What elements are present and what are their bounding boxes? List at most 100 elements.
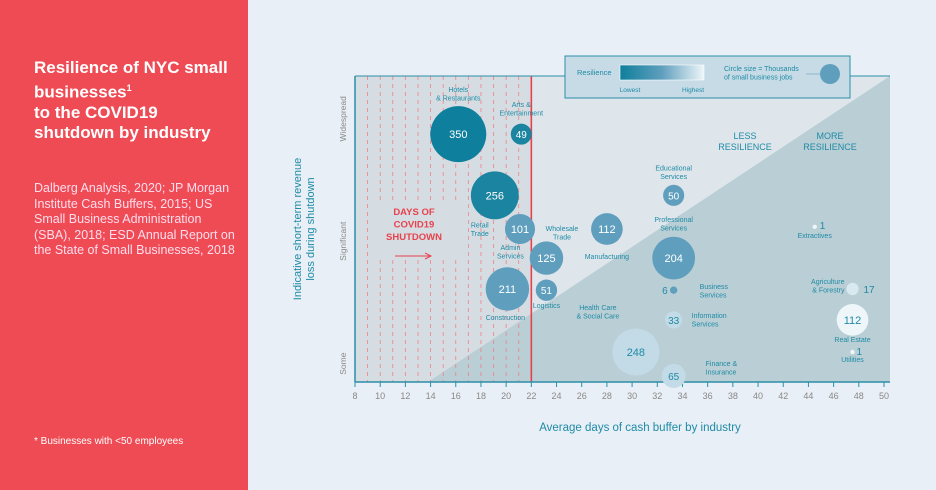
bubble-admin-services — [529, 241, 564, 275]
x-tick-label: 8 — [352, 391, 357, 401]
bubble-label: Business — [700, 284, 729, 291]
bubble-value: 51 — [541, 286, 553, 297]
y-axis-title: Indicative short-term revenue — [292, 158, 304, 300]
bubble-label: Real Estate — [834, 337, 870, 344]
bubble-arts-entertainment — [510, 123, 532, 145]
more-resilience-zone — [428, 76, 890, 382]
bubble-value: 204 — [664, 253, 682, 265]
x-tick-label: 22 — [526, 391, 536, 401]
bubble-logistics — [535, 279, 558, 301]
bubble-value: 112 — [598, 224, 616, 236]
bubble-label: Extractives — [798, 233, 833, 240]
bubble-manufacturing — [591, 213, 623, 245]
bubble-value: 50 — [668, 191, 680, 202]
less-resilience-label: RESILIENCE — [718, 142, 772, 152]
title-text-rest: to the COVID19 shutdown by industry — [34, 102, 211, 142]
bubble-value: 101 — [511, 224, 529, 236]
bubble-value: 112 — [844, 315, 862, 327]
bubble-label: & Social Care — [576, 314, 619, 321]
bubble-professional-services — [652, 236, 696, 280]
x-tick-label: 32 — [652, 391, 662, 401]
bubble-agriculture-forestry — [846, 282, 859, 296]
bubble-label: Information — [692, 313, 727, 320]
bubble-information-services — [665, 311, 683, 329]
bubble-label: Hotels — [448, 87, 468, 94]
x-tick-label: 26 — [577, 391, 587, 401]
bubble-wholesale-trade — [504, 213, 536, 245]
bubble-label: Services — [660, 226, 687, 233]
bubble-hotels-restaurants — [430, 106, 487, 163]
bubble-value: 1 — [857, 347, 863, 358]
bubble-label: Services — [700, 293, 727, 300]
x-tick-label: 10 — [375, 391, 385, 401]
bubble-utilities — [850, 349, 855, 355]
bubble-label: Trade — [471, 231, 489, 238]
less-resilience-label: LESS — [733, 131, 756, 141]
bubble-retail-trade — [470, 171, 519, 220]
legend-size-circle — [820, 64, 840, 84]
bubble-label: & Restaurants — [436, 96, 481, 103]
bubble-label: Professional — [654, 217, 693, 224]
bubble-label: Entertainment — [499, 111, 543, 118]
bubble-label: Utilities — [841, 357, 864, 364]
bubble-label: Services — [660, 174, 687, 181]
x-tick-label: 12 — [400, 391, 410, 401]
x-tick-label: 50 — [879, 391, 889, 401]
title-text: Resilience of NYC small businesses — [34, 58, 228, 102]
y-tick-label: Some — [338, 352, 348, 374]
y-tick-label: Widespread — [338, 96, 348, 142]
x-tick-label: 16 — [451, 391, 461, 401]
title-panel: Resilience of NYC small businesses1 to th… — [0, 0, 248, 490]
bubble-label: Manufacturing — [585, 254, 629, 261]
x-tick-label: 28 — [602, 391, 612, 401]
footnote: * Businesses with <50 employees — [34, 436, 184, 447]
bubble-construction — [485, 267, 530, 311]
bubble-label: Educational — [655, 165, 692, 172]
shutdown-arrow-head-icon — [424, 252, 433, 260]
bubble-label: Trade — [553, 235, 571, 242]
more-resilience-label: MORE — [817, 131, 844, 141]
x-tick-label: 14 — [426, 391, 436, 401]
x-tick-label: 30 — [627, 391, 637, 401]
x-tick-label: 46 — [829, 391, 839, 401]
bubble-value: 1 — [820, 221, 826, 232]
x-tick-label: 44 — [803, 391, 813, 401]
bubble-value: 125 — [537, 253, 555, 265]
shutdown-label: DAYS OF — [393, 207, 435, 218]
x-tick-label: 42 — [778, 391, 788, 401]
bubble-label: Finance & — [706, 361, 738, 368]
legend-gradient — [619, 64, 705, 81]
legend — [564, 55, 851, 99]
x-tick-label: 40 — [753, 391, 763, 401]
shutdown-label: COVID19 — [394, 220, 435, 231]
bubble-value: 211 — [499, 284, 517, 296]
bubble-label: Health Care — [579, 305, 616, 312]
legend-lowest: Lowest — [620, 87, 641, 94]
bubble-value: 248 — [627, 347, 645, 359]
bubble-label: Retail — [471, 222, 489, 229]
bubble-value: 6 — [662, 286, 668, 297]
bubble-value: 33 — [668, 316, 680, 327]
source-text: Dalberg Analysis, 2020; JP Morgan Instit… — [34, 181, 235, 257]
bubble-label: Services — [692, 321, 719, 328]
x-axis-title: Average days of cash buffer by industry — [539, 422, 741, 434]
more-resilience-label: RESILIENCE — [803, 142, 857, 152]
bubble-health-care-social-care — [612, 328, 660, 376]
x-tick-label: 20 — [501, 391, 511, 401]
legend-highest: Highest — [682, 87, 704, 94]
bubble-value: 256 — [486, 190, 504, 202]
x-tick-label: 34 — [677, 391, 687, 401]
bubble-value: 350 — [449, 129, 467, 141]
bubble-value: 49 — [516, 130, 528, 141]
bubble-label: Logistics — [533, 303, 561, 310]
chart-title: Resilience of NYC small businesses1 to th… — [34, 58, 234, 143]
bubble-real-estate — [836, 304, 869, 336]
bubble-educational-services — [663, 184, 685, 206]
y-tick-label: Significant — [338, 221, 348, 261]
bubble-label: Wholesale — [546, 226, 579, 233]
bubble-label: & Forestry — [812, 287, 845, 294]
bubble-value: 17 — [864, 285, 876, 296]
bubble-extractives — [812, 224, 817, 230]
x-tick-label: 18 — [476, 391, 486, 401]
